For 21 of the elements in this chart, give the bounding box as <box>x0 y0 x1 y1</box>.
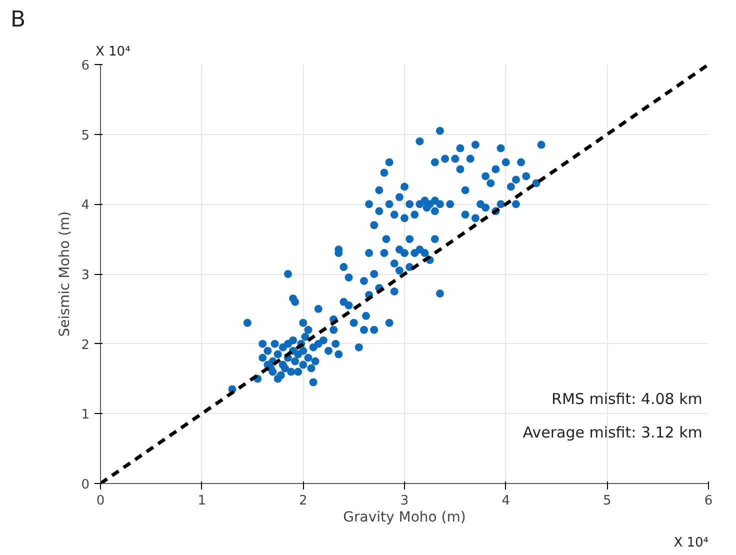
y-tick-label: 5 <box>81 128 90 144</box>
y-tick-label: 3 <box>81 268 90 283</box>
x-tick-label: 4 <box>502 494 510 508</box>
text: X 10⁴ <box>674 536 709 550</box>
x-tick-label: 2 <box>299 494 308 508</box>
x-axis-title: Gravity Moho (m) <box>343 510 466 526</box>
y-axis-title: Seismic Moho (m) <box>57 211 74 337</box>
text: B <box>10 8 26 32</box>
y-tick-label: 6 <box>81 58 90 74</box>
annotation: RMS misfit: 4.08 km <box>552 390 702 408</box>
x-tick-label: 5 <box>603 494 612 508</box>
y-tick-label: 1 <box>81 408 90 423</box>
annotation: Average misfit: 3.12 km <box>522 424 702 442</box>
text: X 10⁴ <box>96 44 130 60</box>
y-tick-label: 0 <box>81 478 90 492</box>
y-tick-label: 4 <box>81 198 90 214</box>
y-tick-label: 2 <box>81 338 90 353</box>
x-tick-label: 6 <box>704 494 713 508</box>
x-tick-label: 3 <box>400 494 409 508</box>
x-tick-label: 0 <box>96 494 105 508</box>
x-tick-label: 1 <box>198 494 206 508</box>
